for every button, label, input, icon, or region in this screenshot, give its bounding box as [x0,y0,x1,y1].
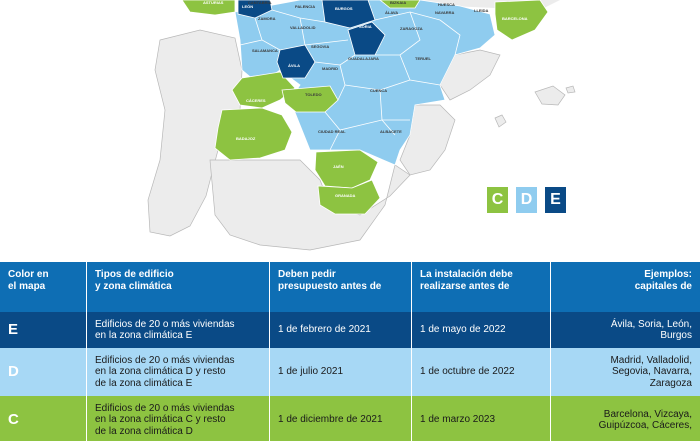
province-label: JAÉN [333,164,344,169]
mallorca [534,85,566,106]
type-cell: Edificios de 20 o más viviendas en la zo… [87,348,270,396]
legend-letter: E [550,191,561,208]
province-label: CUENCA [370,88,387,93]
province-label: ÁVILA [288,63,300,68]
header-examples: Ejemplos: capitales de [551,262,700,312]
granada [317,179,381,215]
examples-cell: Barcelona, Vizcaya, Guipúzcoa, Cáceres, [551,396,700,441]
budget-cell: 1 de febrero de 2021 [270,312,412,348]
province-label: ZARAGOZA [400,26,423,31]
province-label: CÁCERES [246,98,266,103]
soria [347,21,386,56]
menorca [565,85,576,94]
province-label: NAVARRA [435,10,455,15]
province-label: HUESCA [438,2,455,7]
examples-cell: Ávila, Soria, León, Burgos [551,312,700,348]
asturias [181,0,236,16]
budget-cell: 1 de julio 2021 [270,348,412,396]
badajoz [214,107,293,161]
deadlines-table: Color en el mapa Tipos de edificio y zon… [0,262,700,441]
province-label: BURGOS [335,6,353,11]
province-label: LLEIDA [474,8,489,13]
zone-cell: E [0,312,87,348]
province-label: ÁLAVA [385,10,398,15]
province-label: SEGOVIA [311,44,329,49]
examples-cell: Madrid, Valladolid, Segovia, Navarra, Za… [551,348,700,396]
legend-letter: D [520,191,533,208]
table-row: C Edificios de 20 o más viviendas en la … [0,396,700,441]
province-label: ASTURIAS [203,0,224,5]
type-cell: Edificios de 20 o más viviendas en la zo… [87,312,270,348]
legend-e: E [545,187,566,213]
header-type: Tipos de edificio y zona climática [87,262,270,312]
province-label: SALAMANCA [252,48,278,53]
install-cell: 1 de mayo de 2022 [412,312,551,348]
ibiza [494,114,507,128]
province-label: CANTABRIA [248,0,272,5]
legend-letter: C [491,191,504,208]
header-color: Color en el mapa [0,262,87,312]
header-budget: Deben pedir presupuesto antes de [270,262,412,312]
header-install: La instalación debe realizarse antes de [412,262,551,312]
map-svg: ASTURIAS CANTABRIA BIZKAIA LEÓN PALENCIA… [0,0,700,258]
install-cell: 1 de marzo 2023 [412,396,551,441]
climate-zone-map: ASTURIAS CANTABRIA BIZKAIA LEÓN PALENCIA… [0,0,700,258]
province-label: GUADALAJARA [348,56,379,61]
burgos [321,0,376,29]
province-label: VALLADOLID [290,25,316,30]
zone-letter: C [8,411,19,429]
install-cell: 1 de octubre de 2022 [412,348,551,396]
province-label: TOLEDO [305,92,322,97]
type-cell: Edificios de 20 o más viviendas en la zo… [87,396,270,441]
budget-cell: 1 de diciembre de 2021 [270,396,412,441]
legend-d: D [516,187,537,213]
zone-cell: C [0,396,87,441]
table-header-row: Color en el mapa Tipos de edificio y zon… [0,262,700,312]
province-label: BARCELONA [502,16,528,21]
province-label: TERUEL [415,56,432,61]
legend-c: C [487,187,508,213]
table-row: D Edificios de 20 o más viviendas en la … [0,348,700,396]
barcelona [494,0,549,41]
province-label: ALBACETE [380,129,402,134]
province-label: CIUDAD REAL [318,129,346,134]
portugal [147,29,243,237]
zone-letter: E [8,321,19,339]
bizkaia [379,0,421,9]
zone-cell: D [0,348,87,396]
province-label: BADAJOZ [236,136,256,141]
tarragona-other [439,49,501,101]
zone-letter: D [8,363,19,381]
province-label: GRANADA [335,193,356,198]
province-borders [239,9,461,151]
province-labels: ASTURIAS CANTABRIA BIZKAIA LEÓN PALENCIA… [203,0,528,198]
province-label: SORIA [359,24,372,29]
province-label: PALENCIA [295,4,315,9]
table-row: E Edificios de 20 o más viviendas en la … [0,312,700,348]
province-label: MADRID [322,66,338,71]
province-label: LEÓN [242,4,253,9]
valencia-other [399,104,456,176]
province-label: ZAMORA [258,16,276,21]
province-label: BIZKAIA [390,0,406,5]
leon [237,0,273,19]
